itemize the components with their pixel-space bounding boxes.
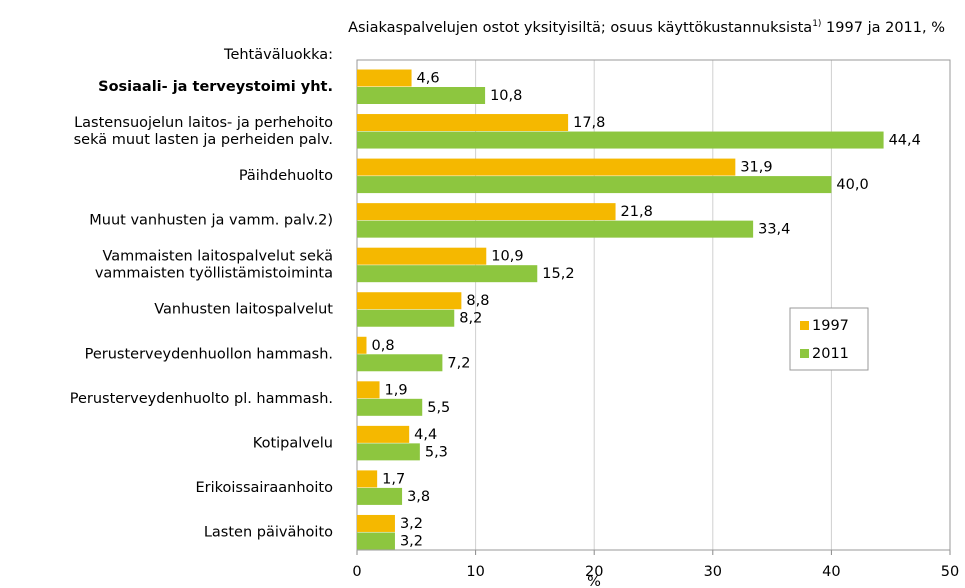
data-label: 15,2 <box>542 266 574 282</box>
data-label: 33,4 <box>758 222 790 238</box>
title-text: Asiakaspalvelujen ostot yksityisiltä; os… <box>348 20 812 36</box>
x-tick-label: 10 <box>466 564 484 580</box>
x-tick-label: 40 <box>822 564 840 580</box>
bar <box>357 265 538 283</box>
bar <box>357 203 616 221</box>
title-rest: 1997 ja 2011, % <box>821 20 945 36</box>
y-tick-label: Vammaisten laitospalvelut sekä <box>103 249 334 265</box>
title-note: 1) <box>812 19 821 29</box>
bar <box>357 381 380 399</box>
y-tick-label: Vanhusten laitospalvelut <box>154 302 333 318</box>
legend-box <box>789 307 869 371</box>
bar <box>357 87 486 104</box>
data-label: 1,7 <box>382 471 405 487</box>
bar <box>357 354 443 372</box>
x-tick-label: 0 <box>352 564 361 580</box>
bar <box>357 514 395 532</box>
bar <box>357 487 403 505</box>
data-label: 40,0 <box>836 177 868 193</box>
data-label: 5,3 <box>425 444 448 460</box>
data-label: 7,2 <box>447 355 470 371</box>
bar <box>357 398 423 416</box>
legend-swatch <box>800 349 809 358</box>
y-tick-label: sekä muut lasten ja perheiden palv. <box>74 132 333 148</box>
y-tick-label: Sosiaali- ja terveystoimi yht. <box>98 79 333 95</box>
data-label: 31,9 <box>740 160 772 176</box>
bar <box>357 470 378 488</box>
data-label: 3,2 <box>400 516 423 532</box>
bar <box>357 443 420 461</box>
data-label: 8,2 <box>459 311 482 327</box>
x-tick-label: 30 <box>704 564 722 580</box>
y-tick-label: Lastensuojelun laitos- ja perhehoito <box>74 115 333 131</box>
bar <box>357 114 569 132</box>
data-label: 3,8 <box>407 489 430 505</box>
bar <box>357 131 884 149</box>
data-label: 3,2 <box>400 533 423 549</box>
y-tick-label: Perusterveydenhuollon hammash. <box>85 346 333 362</box>
bar <box>357 69 412 87</box>
y-tick-label: Lasten päivähoito <box>204 524 333 540</box>
data-label: 4,6 <box>417 71 440 87</box>
data-label: 0,8 <box>371 338 394 354</box>
x-tick-label: 20 <box>585 564 603 580</box>
y-tick-label: Päihdehuolto <box>239 168 333 184</box>
data-label: 1,9 <box>385 382 408 398</box>
data-label: 5,5 <box>427 400 450 416</box>
x-tick-label: 50 <box>941 564 959 580</box>
y-tick-label: Muut vanhusten ja vamm. palv.2) <box>89 213 333 229</box>
data-label: 21,8 <box>621 204 653 220</box>
data-label: 4,4 <box>414 427 437 443</box>
x-axis-label: % <box>587 574 601 588</box>
legend-label: 1997 <box>812 318 849 334</box>
legend-label: 2011 <box>812 346 849 362</box>
bar <box>357 425 410 443</box>
category-axis-label: Tehtäväluokka: <box>223 47 333 63</box>
bar <box>357 158 736 176</box>
bar <box>357 532 395 550</box>
bar <box>357 247 487 265</box>
bar <box>357 292 462 310</box>
legend-swatch <box>800 321 809 330</box>
data-label: 10,8 <box>490 88 522 104</box>
bar <box>357 336 367 354</box>
bar <box>357 309 455 327</box>
chart-title: Asiakaspalvelujen ostot yksityisiltä; os… <box>348 19 945 37</box>
data-label: 10,9 <box>491 249 523 265</box>
y-tick-label: Erikoissairaanhoito <box>195 480 333 496</box>
bar <box>357 176 832 194</box>
data-label: 8,8 <box>466 293 489 309</box>
y-tick-label: vammaisten työllistämistoiminta <box>95 266 333 282</box>
y-tick-label: Perusterveydenhuolto pl. hammash. <box>70 391 333 407</box>
y-tick-label: Kotipalvelu <box>253 435 333 451</box>
data-label: 44,4 <box>889 133 921 149</box>
data-label: 17,8 <box>573 115 605 131</box>
bar <box>357 220 754 238</box>
